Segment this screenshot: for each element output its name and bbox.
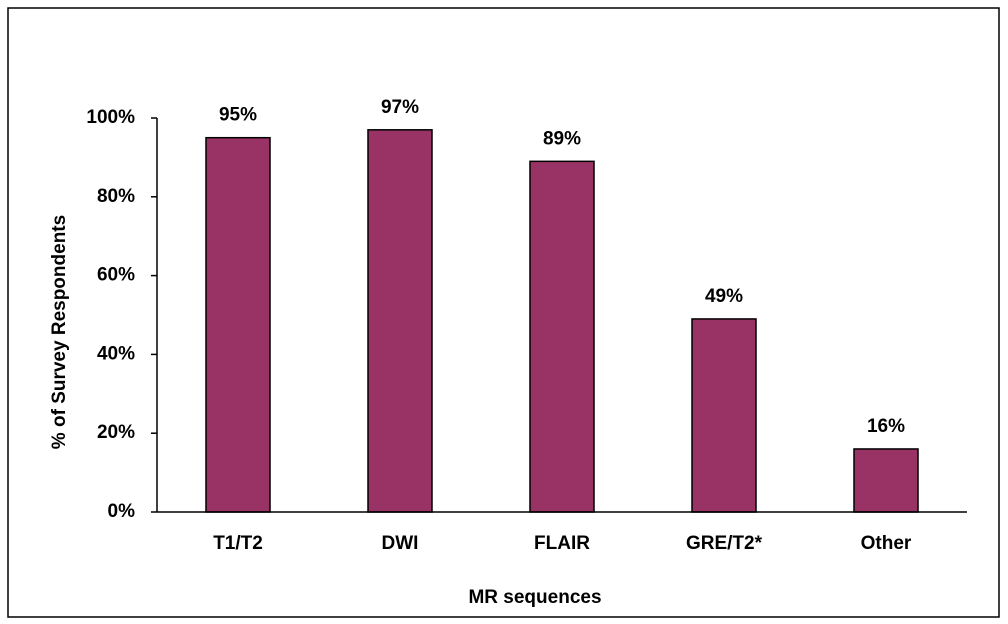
bar: [529, 160, 595, 513]
chart-frame: [7, 7, 1000, 618]
value-label: 95%: [219, 105, 257, 126]
bar: [691, 318, 757, 513]
x-tick-label: DWI: [382, 533, 419, 554]
y-tick-label: 0%: [108, 501, 136, 522]
value-label: 49%: [705, 286, 743, 307]
y-axis-label: % of Survey Respondents: [49, 215, 70, 449]
y-tick-label: 100%: [86, 107, 135, 128]
x-tick-label: Other: [861, 533, 912, 554]
bar: [367, 129, 433, 513]
y-tick-label: 40%: [97, 343, 135, 364]
bar: [853, 448, 919, 513]
value-label: 16%: [867, 416, 905, 437]
y-tick-label: 80%: [97, 186, 135, 207]
y-tick-label: 20%: [97, 422, 135, 443]
x-tick-label: T1/T2: [213, 533, 263, 554]
x-tick-label: FLAIR: [534, 533, 590, 554]
x-tick-label: GRE/T2*: [686, 533, 763, 554]
y-tick-label: 60%: [97, 265, 135, 286]
bar: [205, 136, 271, 513]
x-axis-label: MR sequences: [468, 587, 601, 608]
value-label: 97%: [381, 97, 419, 118]
value-label: 89%: [543, 128, 581, 149]
